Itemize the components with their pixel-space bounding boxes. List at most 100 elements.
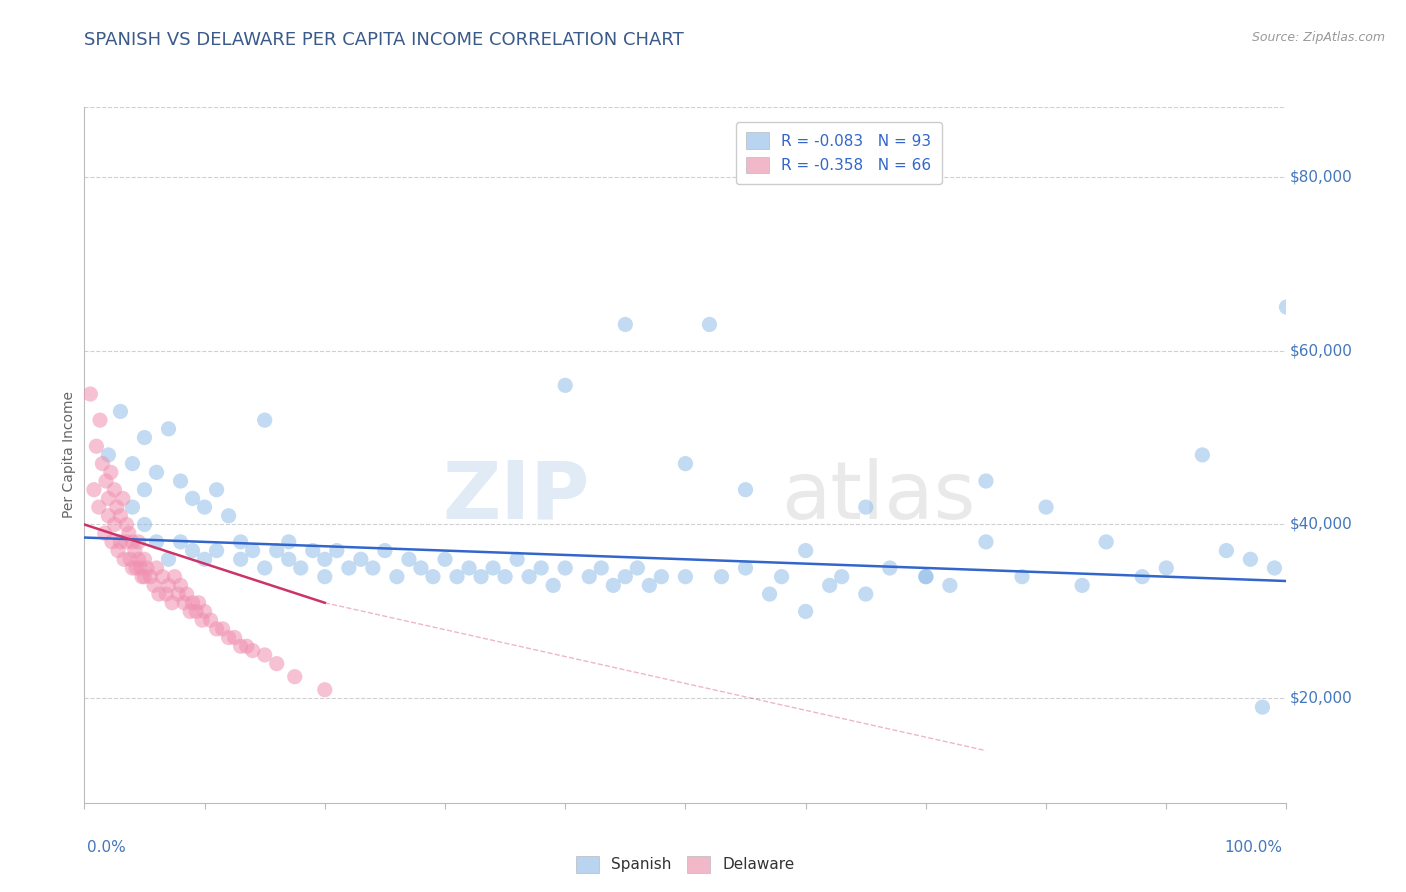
Point bbox=[1275, 300, 1298, 314]
Point bbox=[277, 552, 299, 566]
Point bbox=[446, 570, 468, 584]
Point bbox=[179, 605, 201, 619]
Point bbox=[194, 552, 217, 566]
Legend: Spanish, Delaware: Spanish, Delaware bbox=[571, 850, 800, 879]
Point bbox=[176, 587, 198, 601]
Point bbox=[157, 552, 180, 566]
Point bbox=[148, 587, 170, 601]
Point bbox=[181, 543, 204, 558]
Text: $80,000: $80,000 bbox=[1289, 169, 1353, 184]
Point bbox=[173, 596, 195, 610]
Point bbox=[301, 543, 323, 558]
Point bbox=[218, 508, 240, 523]
Point bbox=[326, 543, 349, 558]
Point bbox=[494, 570, 516, 584]
Point bbox=[650, 570, 672, 584]
Point bbox=[91, 457, 114, 471]
Point bbox=[290, 561, 312, 575]
Point bbox=[734, 561, 756, 575]
Point bbox=[284, 670, 307, 684]
Point bbox=[134, 483, 156, 497]
Point bbox=[398, 552, 420, 566]
Point bbox=[614, 570, 637, 584]
Point bbox=[169, 534, 191, 549]
Point bbox=[121, 534, 143, 549]
Point bbox=[855, 500, 877, 514]
Point bbox=[112, 552, 135, 566]
Point bbox=[422, 570, 444, 584]
Point bbox=[314, 682, 336, 697]
Point bbox=[169, 474, 191, 488]
Point bbox=[578, 570, 600, 584]
Point bbox=[1251, 700, 1274, 714]
Point bbox=[915, 570, 938, 584]
Point bbox=[110, 508, 132, 523]
Text: SPANISH VS DELAWARE PER CAPITA INCOME CORRELATION CHART: SPANISH VS DELAWARE PER CAPITA INCOME CO… bbox=[84, 31, 685, 49]
Point bbox=[675, 457, 697, 471]
Point bbox=[134, 570, 156, 584]
Point bbox=[235, 639, 257, 653]
Point bbox=[541, 578, 564, 592]
Point bbox=[101, 534, 124, 549]
Point bbox=[79, 387, 101, 401]
Point bbox=[229, 552, 252, 566]
Point bbox=[1239, 552, 1261, 566]
Point bbox=[374, 543, 396, 558]
Point bbox=[1263, 561, 1285, 575]
Point bbox=[187, 596, 209, 610]
Text: Source: ZipAtlas.com: Source: ZipAtlas.com bbox=[1251, 31, 1385, 45]
Point bbox=[110, 404, 132, 418]
Point bbox=[205, 622, 228, 636]
Point bbox=[200, 613, 222, 627]
Point bbox=[83, 483, 105, 497]
Point bbox=[675, 570, 697, 584]
Point bbox=[482, 561, 505, 575]
Point bbox=[100, 466, 122, 480]
Point bbox=[145, 561, 167, 575]
Point bbox=[242, 543, 264, 558]
Point bbox=[253, 561, 276, 575]
Point bbox=[1156, 561, 1178, 575]
Point bbox=[121, 561, 143, 575]
Point bbox=[602, 578, 624, 592]
Point bbox=[115, 534, 138, 549]
Point bbox=[517, 570, 540, 584]
Point bbox=[167, 587, 190, 601]
Point bbox=[1095, 534, 1118, 549]
Point bbox=[614, 318, 637, 332]
Point bbox=[157, 422, 180, 436]
Point bbox=[831, 570, 853, 584]
Point bbox=[115, 517, 138, 532]
Point bbox=[224, 631, 246, 645]
Point bbox=[770, 570, 793, 584]
Point bbox=[87, 500, 110, 514]
Point bbox=[97, 508, 120, 523]
Point bbox=[97, 491, 120, 506]
Point bbox=[127, 534, 149, 549]
Point bbox=[134, 517, 156, 532]
Y-axis label: Per Capita Income: Per Capita Income bbox=[62, 392, 76, 518]
Point bbox=[458, 561, 481, 575]
Point bbox=[337, 561, 360, 575]
Point bbox=[554, 561, 576, 575]
Point bbox=[1035, 500, 1057, 514]
Point bbox=[314, 552, 336, 566]
Point bbox=[143, 578, 166, 592]
Point bbox=[794, 543, 817, 558]
Point bbox=[409, 561, 432, 575]
Point bbox=[163, 570, 186, 584]
Point bbox=[818, 578, 841, 592]
Text: atlas: atlas bbox=[782, 458, 976, 536]
Point bbox=[103, 483, 125, 497]
Point bbox=[1215, 543, 1237, 558]
Point bbox=[181, 596, 204, 610]
Point bbox=[699, 318, 721, 332]
Point bbox=[107, 543, 129, 558]
Point bbox=[94, 474, 117, 488]
Point bbox=[434, 552, 457, 566]
Point bbox=[229, 534, 252, 549]
Point bbox=[915, 570, 938, 584]
Point bbox=[266, 543, 288, 558]
Point bbox=[105, 500, 128, 514]
Point bbox=[194, 605, 217, 619]
